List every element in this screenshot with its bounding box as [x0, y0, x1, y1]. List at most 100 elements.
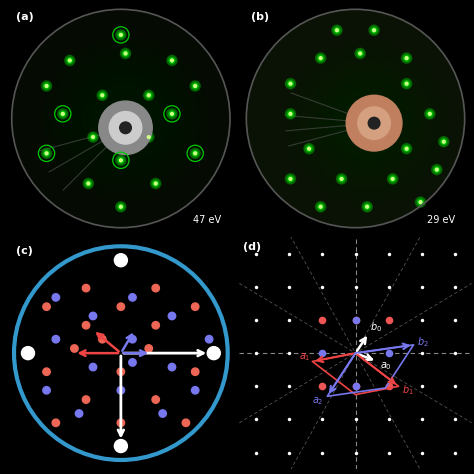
- Circle shape: [205, 336, 213, 343]
- Circle shape: [319, 57, 322, 60]
- Circle shape: [428, 112, 431, 115]
- Circle shape: [373, 29, 375, 32]
- Circle shape: [403, 146, 410, 152]
- Circle shape: [168, 364, 176, 371]
- Circle shape: [154, 182, 157, 185]
- Circle shape: [425, 109, 435, 119]
- Circle shape: [151, 178, 161, 189]
- Circle shape: [170, 59, 174, 62]
- Circle shape: [358, 52, 362, 55]
- Circle shape: [308, 147, 310, 150]
- Circle shape: [405, 57, 408, 60]
- Circle shape: [83, 178, 93, 189]
- Circle shape: [152, 321, 159, 329]
- Circle shape: [170, 112, 174, 116]
- Circle shape: [45, 152, 48, 155]
- Circle shape: [119, 159, 122, 162]
- Circle shape: [337, 174, 346, 184]
- Circle shape: [358, 107, 390, 139]
- Circle shape: [167, 109, 177, 119]
- Circle shape: [405, 147, 409, 151]
- Circle shape: [171, 112, 173, 115]
- Circle shape: [417, 199, 424, 205]
- Circle shape: [119, 205, 123, 209]
- Circle shape: [419, 201, 422, 203]
- Circle shape: [43, 303, 50, 310]
- Circle shape: [307, 147, 311, 151]
- Circle shape: [192, 150, 199, 156]
- Circle shape: [87, 182, 90, 185]
- Circle shape: [316, 53, 326, 63]
- Circle shape: [285, 109, 296, 119]
- Circle shape: [366, 205, 368, 208]
- Circle shape: [117, 303, 125, 310]
- Text: 47 eV: 47 eV: [192, 215, 221, 225]
- Circle shape: [304, 144, 314, 154]
- Circle shape: [438, 137, 449, 147]
- Circle shape: [91, 136, 94, 138]
- Circle shape: [119, 158, 123, 162]
- Circle shape: [147, 93, 151, 97]
- Circle shape: [193, 152, 197, 155]
- Circle shape: [415, 197, 426, 207]
- Circle shape: [401, 53, 412, 63]
- Circle shape: [405, 82, 408, 85]
- Circle shape: [401, 79, 412, 89]
- Circle shape: [91, 135, 95, 139]
- Circle shape: [144, 132, 154, 142]
- Circle shape: [82, 396, 90, 403]
- Circle shape: [405, 56, 409, 60]
- Circle shape: [43, 368, 50, 375]
- Circle shape: [289, 82, 292, 85]
- Circle shape: [82, 284, 90, 292]
- Circle shape: [68, 59, 72, 62]
- Text: $a_0$: $a_0$: [380, 360, 392, 372]
- Circle shape: [192, 83, 199, 89]
- Circle shape: [14, 246, 228, 460]
- Circle shape: [319, 56, 322, 60]
- Circle shape: [120, 122, 131, 134]
- Circle shape: [21, 346, 35, 360]
- Circle shape: [144, 90, 154, 100]
- Circle shape: [365, 205, 369, 209]
- Circle shape: [401, 144, 412, 154]
- Circle shape: [52, 294, 60, 301]
- Circle shape: [147, 136, 150, 138]
- Circle shape: [372, 28, 376, 32]
- Text: $b_2$: $b_2$: [417, 335, 428, 349]
- Circle shape: [45, 84, 48, 88]
- Circle shape: [436, 168, 438, 171]
- Circle shape: [289, 112, 292, 116]
- Circle shape: [338, 176, 345, 182]
- Circle shape: [287, 110, 294, 117]
- Circle shape: [359, 52, 362, 55]
- Circle shape: [100, 93, 104, 97]
- Circle shape: [147, 135, 151, 139]
- Circle shape: [118, 32, 124, 38]
- Circle shape: [118, 157, 124, 164]
- Circle shape: [442, 140, 446, 144]
- Circle shape: [306, 146, 312, 152]
- Circle shape: [145, 345, 153, 352]
- Circle shape: [285, 79, 296, 89]
- Circle shape: [152, 284, 159, 292]
- Circle shape: [194, 152, 197, 155]
- Circle shape: [335, 28, 339, 32]
- Circle shape: [287, 176, 294, 182]
- Circle shape: [287, 81, 294, 87]
- Circle shape: [117, 387, 125, 394]
- Circle shape: [167, 55, 177, 65]
- Circle shape: [12, 9, 230, 228]
- Circle shape: [168, 312, 176, 319]
- Circle shape: [285, 174, 296, 184]
- Circle shape: [88, 132, 98, 142]
- Circle shape: [117, 419, 125, 427]
- Circle shape: [62, 112, 64, 115]
- Circle shape: [43, 150, 50, 156]
- Circle shape: [116, 155, 126, 165]
- Circle shape: [169, 110, 175, 117]
- Circle shape: [435, 168, 438, 172]
- Circle shape: [52, 336, 60, 343]
- Circle shape: [45, 152, 48, 155]
- Circle shape: [391, 177, 394, 181]
